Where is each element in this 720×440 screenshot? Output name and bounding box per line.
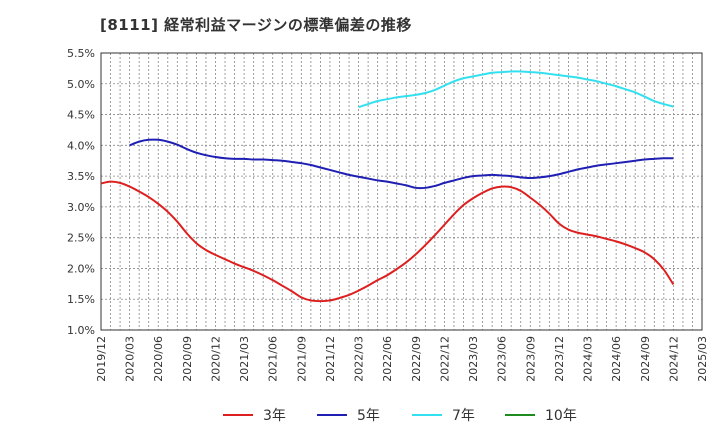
x-tick-label: 2019/12 [95,336,108,382]
legend-swatch-3y [223,414,253,416]
series-line-0 [100,180,675,303]
x-tick-label: 2024/09 [639,336,652,382]
y-tick-label: 5.5% [67,47,95,60]
x-axis-tick-labels: 2019/12 2020/03 2020/06 2020/09 2020/12 2021/… [95,336,709,382]
x-tick-label: 2023/06 [496,336,509,382]
legend-item-5y[interactable]: 5年 [317,403,380,427]
plot-area [100,52,703,331]
y-tick-label: 2.5% [67,232,95,245]
x-tick-label: 2024/06 [610,336,623,382]
x-tick-label: 2024/12 [667,336,680,382]
x-tick-label: 2021/12 [324,336,337,382]
y-tick-label: 1.0% [67,324,95,337]
x-tick-label: 2021/03 [238,336,251,382]
y-axis-tick-labels: 1.0% 1.5% 2.0% 2.5% 3.0% 3.5% 4.0% 4.5% 5.0% 5.5% [67,47,95,337]
x-tick-label: 2020/06 [152,336,165,382]
x-tick-label: 2020/12 [209,336,222,382]
x-tick-label: 2020/09 [181,336,194,382]
series-line-1 [129,138,674,190]
x-tick-label: 2022/03 [353,336,366,382]
legend-swatch-5y [317,414,347,416]
y-tick-label: 2.0% [67,262,95,275]
legend-label-7y: 7年 [452,408,475,424]
legend-item-7y[interactable]: 7年 [412,403,475,427]
series-lines [100,70,675,303]
legend: 3年 5年 7年 10年 [0,403,720,427]
x-tick-label: 2022/06 [381,336,394,382]
y-tick-label: 4.0% [67,139,95,152]
y-tick-label: 4.5% [67,109,95,122]
legend-label-5y: 5年 [357,408,380,424]
x-tick-label: 2022/12 [438,336,451,382]
x-tick-label: 2023/03 [467,336,480,382]
grid-lines [100,52,703,331]
series-line-2 [358,70,674,109]
x-tick-label: 2023/12 [553,336,566,382]
y-tick-label: 5.0% [67,78,95,91]
x-tick-label: 2022/09 [410,336,423,382]
legend-label-10y: 10年 [545,408,577,424]
legend-label-3y: 3年 [263,408,286,424]
x-tick-label: 2024/03 [582,336,595,382]
x-tick-label: 2021/09 [295,336,308,382]
x-tick-label: 2025/03 [696,336,709,382]
x-tick-label: 2021/06 [267,336,280,382]
legend-item-3y[interactable]: 3年 [223,403,286,427]
y-tick-label: 3.0% [67,201,95,214]
legend-swatch-7y [412,414,442,416]
x-tick-label: 2023/09 [524,336,537,382]
chart-title: [8111] 経常利益マージンの標準偏差の推移 [100,16,412,34]
y-tick-label: 1.5% [67,293,95,306]
y-tick-label: 3.5% [67,170,95,183]
legend-swatch-10y [505,414,535,416]
x-tick-label: 2020/03 [124,336,137,382]
legend-item-10y[interactable]: 10年 [505,403,577,427]
